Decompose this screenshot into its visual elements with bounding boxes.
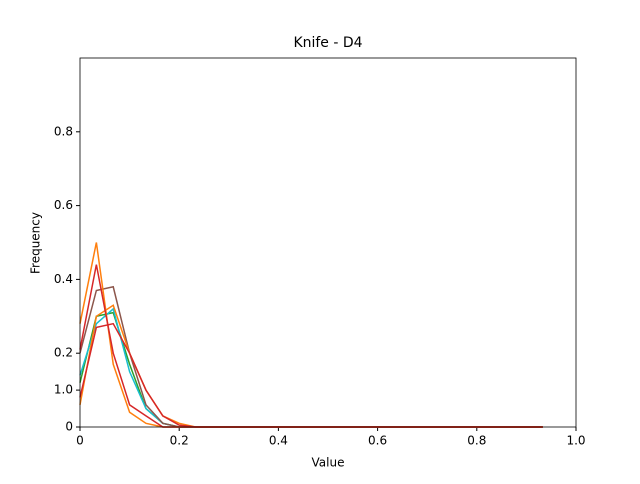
x-tick-label: 0.4 <box>269 434 288 448</box>
y-tick-label: 1.0 <box>54 383 73 397</box>
chart-title: Knife - D4 <box>293 35 362 51</box>
line <box>79 285 543 428</box>
plot-frame <box>79 57 577 428</box>
line <box>79 264 543 428</box>
y-tick-label: 0.8 <box>54 124 73 138</box>
y-tick-label: 0.4 <box>54 272 73 286</box>
y-axis-label: Frequency <box>29 212 43 274</box>
y-tick-label: 0.6 <box>54 198 73 212</box>
x-tick-label: 0.2 <box>170 434 189 448</box>
line <box>79 311 543 428</box>
x-tick-label: 1.0 <box>566 434 585 448</box>
x-tick-label: 0.6 <box>368 434 387 448</box>
x-tick-label: 0 <box>76 434 84 448</box>
x-tick-label: 0.8 <box>467 434 486 448</box>
y-tick-label: 0 <box>65 420 73 434</box>
y-tick-label: 0.2 <box>54 346 73 360</box>
x-axis-label: Value <box>312 456 345 470</box>
line <box>79 242 543 428</box>
